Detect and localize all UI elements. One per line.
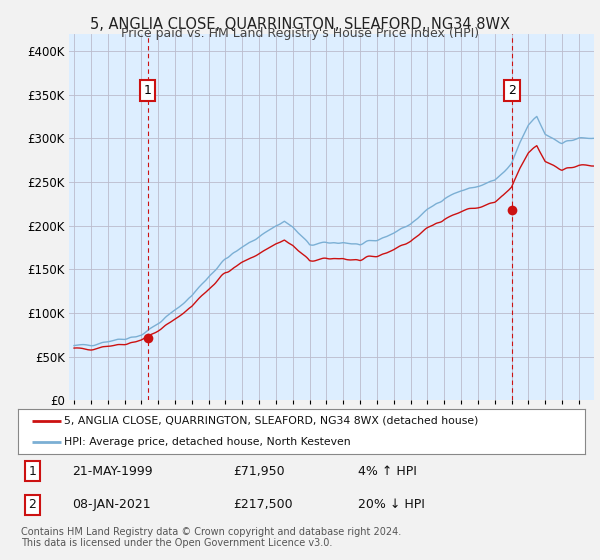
Text: Contains HM Land Registry data © Crown copyright and database right 2024.: Contains HM Land Registry data © Crown c…: [21, 527, 401, 537]
Text: £217,500: £217,500: [233, 498, 293, 511]
Text: 5, ANGLIA CLOSE, QUARRINGTON, SLEAFORD, NG34 8WX (detached house): 5, ANGLIA CLOSE, QUARRINGTON, SLEAFORD, …: [64, 416, 479, 426]
Text: Price paid vs. HM Land Registry's House Price Index (HPI): Price paid vs. HM Land Registry's House …: [121, 27, 479, 40]
Text: HPI: Average price, detached house, North Kesteven: HPI: Average price, detached house, Nort…: [64, 436, 351, 446]
Text: 08-JAN-2021: 08-JAN-2021: [72, 498, 151, 511]
Text: 2: 2: [28, 498, 36, 511]
Text: 4% ↑ HPI: 4% ↑ HPI: [358, 465, 417, 478]
Text: 5, ANGLIA CLOSE, QUARRINGTON, SLEAFORD, NG34 8WX: 5, ANGLIA CLOSE, QUARRINGTON, SLEAFORD, …: [90, 17, 510, 32]
Text: This data is licensed under the Open Government Licence v3.0.: This data is licensed under the Open Gov…: [21, 538, 332, 548]
Text: 2: 2: [508, 84, 516, 97]
Text: 1: 1: [28, 465, 36, 478]
Text: 21-MAY-1999: 21-MAY-1999: [72, 465, 152, 478]
Text: £71,950: £71,950: [233, 465, 285, 478]
Text: 1: 1: [144, 84, 152, 97]
Text: 20% ↓ HPI: 20% ↓ HPI: [358, 498, 425, 511]
